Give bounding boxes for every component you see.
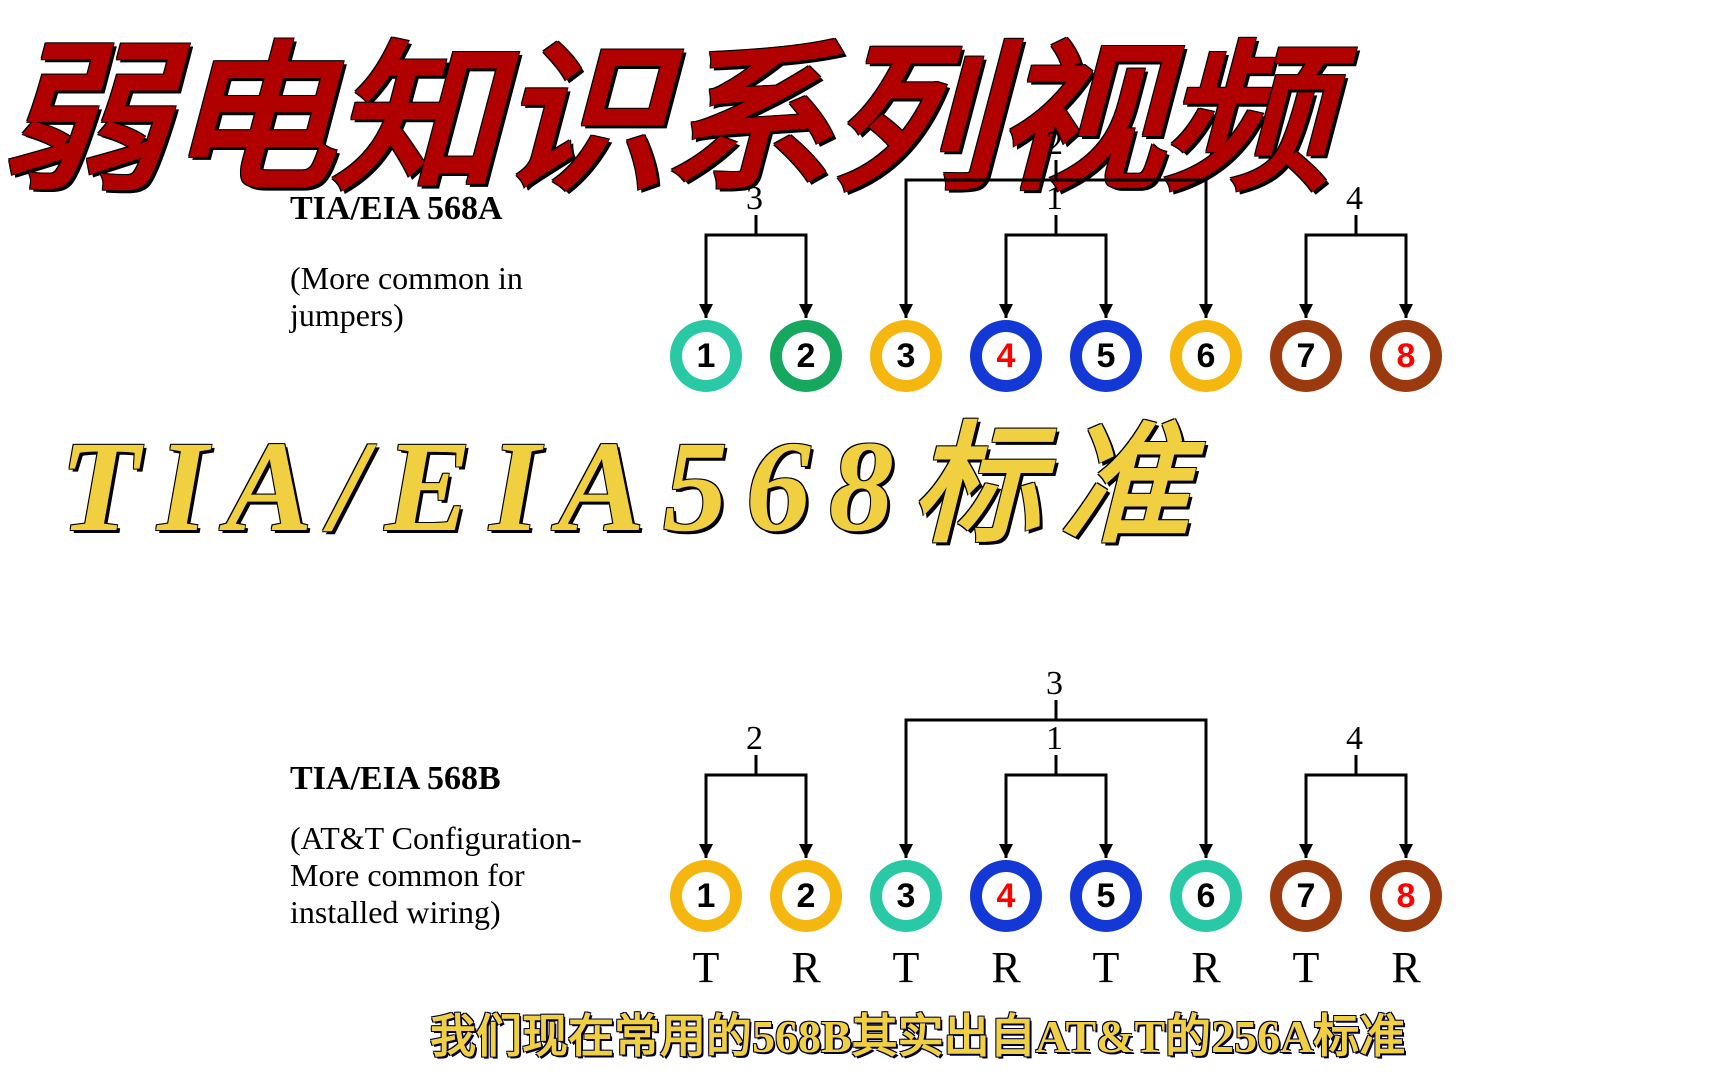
pair-label: 1 [1046, 180, 1063, 218]
pair-label: 3 [1046, 665, 1063, 703]
diagram-568a: 123456783124 [670, 160, 1470, 462]
pin-8: 8 [1370, 320, 1442, 392]
pin-4: 4 [970, 320, 1042, 392]
diagram-568b: 12345678TRTRTRTR2134 [670, 700, 1470, 1002]
pin-number: 1 [697, 877, 716, 916]
std-a-title: TIA/EIA 568A [290, 190, 503, 228]
pin-1: 1 [670, 860, 742, 932]
tr-label: R [1370, 942, 1442, 993]
pin-5: 5 [1070, 320, 1142, 392]
std-b-note: (AT&T Configuration-More common forinsta… [290, 820, 582, 931]
tr-label: T [670, 942, 742, 993]
tr-label: T [870, 942, 942, 993]
pin-number: 4 [997, 337, 1016, 376]
pair-label: 1 [1046, 720, 1063, 758]
pin-row: 1 2 3 4 5 6 7 8 [670, 860, 1442, 932]
pin-number: 2 [797, 337, 816, 376]
pin-4: 4 [970, 860, 1042, 932]
pin-number: 6 [1197, 337, 1216, 376]
pin-number: 3 [897, 877, 916, 916]
std-a-note: (More common injumpers) [290, 260, 523, 334]
pin-number: 1 [697, 337, 716, 376]
pin-7: 7 [1270, 860, 1342, 932]
pair-label: 4 [1346, 180, 1363, 218]
pin-7: 7 [1270, 320, 1342, 392]
pin-row: 1 2 3 4 5 6 7 8 [670, 320, 1442, 392]
pin-number: 4 [997, 877, 1016, 916]
pin-8: 8 [1370, 860, 1442, 932]
pair-label: 2 [1046, 125, 1063, 163]
tr-label: R [970, 942, 1042, 993]
pair-label: 4 [1346, 720, 1363, 758]
std-b-title: TIA/EIA 568B [290, 760, 501, 798]
pin-number: 5 [1097, 337, 1116, 376]
pin-number: 8 [1397, 877, 1416, 916]
pin-2: 2 [770, 320, 842, 392]
pin-number: 7 [1297, 877, 1316, 916]
pin-number: 7 [1297, 337, 1316, 376]
pin-3: 3 [870, 320, 942, 392]
pin-number: 6 [1197, 877, 1216, 916]
pin-3: 3 [870, 860, 942, 932]
pin-number: 8 [1397, 337, 1416, 376]
pin-number: 2 [797, 877, 816, 916]
pin-number: 5 [1097, 877, 1116, 916]
pin-1: 1 [670, 320, 742, 392]
overlay-caption: 我们现在常用的568B其实出自AT&T的256A标准 [430, 1000, 1405, 1066]
tr-label: R [1170, 942, 1242, 993]
pin-5: 5 [1070, 860, 1142, 932]
tr-label: R [770, 942, 842, 993]
tr-label: T [1270, 942, 1342, 993]
pair-label: 2 [746, 720, 763, 758]
pin-number: 3 [897, 337, 916, 376]
pin-6: 6 [1170, 860, 1242, 932]
tr-row: TRTRTRTR [670, 942, 1442, 993]
pin-2: 2 [770, 860, 842, 932]
pair-label: 3 [746, 180, 763, 218]
tr-label: T [1070, 942, 1142, 993]
pin-6: 6 [1170, 320, 1242, 392]
